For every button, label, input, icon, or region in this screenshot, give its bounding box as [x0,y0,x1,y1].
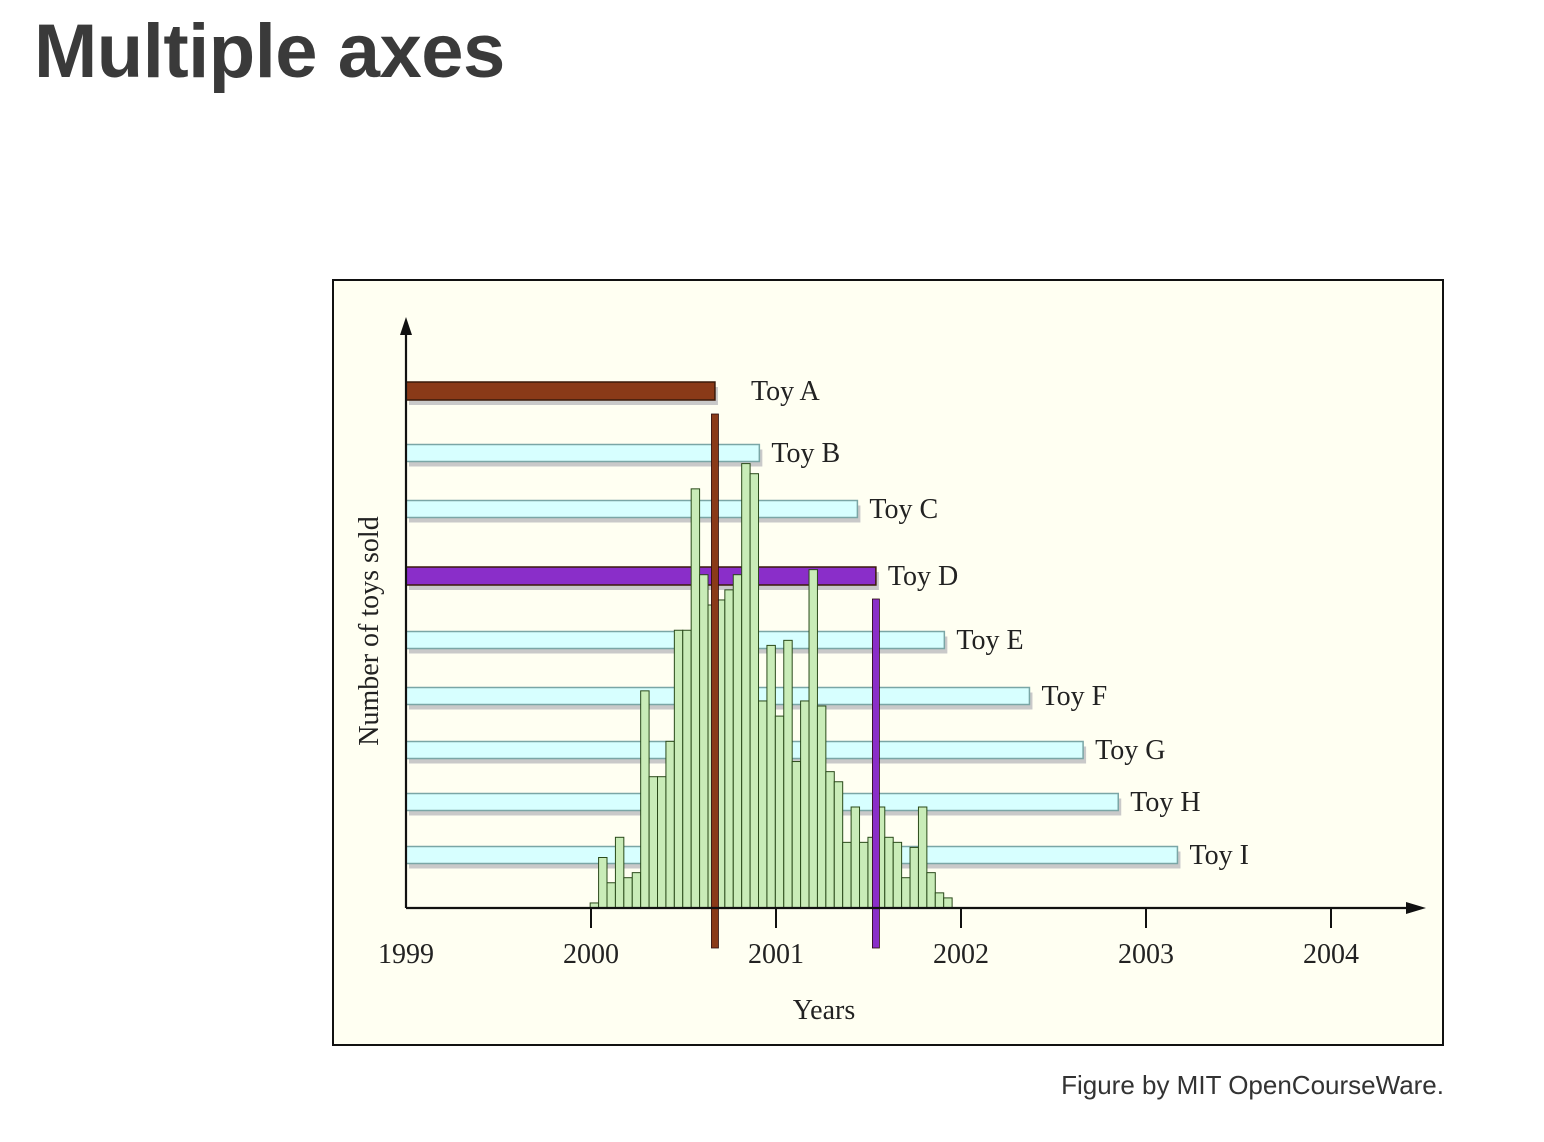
figure-credit: Figure by MIT OpenCourseWare. [1061,1070,1444,1100]
histogram-bar [758,700,768,909]
tick-layer: 1999 2000 2001 2002 2003 2004 [378,908,1359,970]
histogram-bar [926,872,936,909]
histogram-bar [842,841,852,909]
histogram-bar [808,569,818,909]
y-axis-title: Number of toys sold [354,516,385,745]
histogram-bar [943,897,953,909]
histogram-bar [682,629,692,909]
x-tick-label: 1999 [378,939,434,970]
histogram-bar [892,841,903,909]
histogram-bar [816,705,827,909]
histogram-bar [623,877,633,909]
timeline-label: Toy D [888,561,958,592]
timeline-label: Toy A [751,376,821,407]
histogram-bar [766,644,776,909]
timeline-bar [405,443,761,463]
histogram-bar [774,715,785,909]
vertical-marker [872,598,880,949]
histogram-bar [732,574,743,909]
histogram-bar [741,463,751,909]
histogram-bar [833,781,844,909]
histogram-bar [699,574,709,909]
histogram-layer [589,463,953,909]
axis-layer: 1999 2000 2001 2002 2003 2004 Years Number of… [354,317,1426,1026]
timeline-bar [405,381,716,401]
timeline-label: Toy F [1041,681,1107,712]
timeline-bar [405,566,877,586]
histogram-bar [665,740,675,909]
x-tick-label: 2001 [748,939,804,970]
histogram-bar [884,836,894,909]
histogram-bar [825,771,835,909]
histogram-bar [859,841,869,909]
histogram-bar [791,761,802,909]
timeline-label: Toy B [771,438,840,469]
histogram-bar [850,806,861,909]
histogram-bar [690,488,701,909]
x-tick-label: 2000 [563,939,619,970]
x-tick-label: 2004 [1303,939,1359,970]
multiple-axes-chart: Toy A Toy B Toy C Toy D Toy E Toy F Toy G Toy H… [354,317,1426,1026]
histogram-bar [749,473,760,909]
histogram-bar [606,882,616,909]
page-title: Multiple axes [34,9,505,94]
timeline-bar [405,499,859,519]
histogram-bar [640,690,650,909]
histogram-bar [917,806,928,909]
vertical-marker [711,413,719,949]
timeline-label: Toy C [869,494,938,525]
histogram-bar [657,776,667,909]
histogram-bar [648,776,659,909]
histogram-bar [901,877,911,909]
histogram-bar [783,639,793,909]
timeline-label: Toy E [956,625,1023,656]
histogram-bar [724,589,734,909]
x-axis-title: Years [793,995,856,1026]
y-axis-arrow-icon [400,317,412,335]
timeline-label: Toy G [1095,735,1165,766]
histogram-bar [673,629,684,909]
marker-layer [711,413,880,949]
histogram-bar [909,846,919,909]
histogram-bar [800,700,810,909]
x-tick-label: 2002 [933,939,989,970]
timeline-label: Toy H [1130,787,1200,818]
x-tick-label: 2003 [1118,939,1174,970]
histogram-bar [614,836,625,909]
x-axis-arrow-icon [1406,902,1426,914]
histogram-bar [631,872,642,909]
timeline-label: Toy I [1189,840,1248,871]
histogram-bar [934,892,945,909]
chart-frame: Toy A Toy B Toy C Toy D Toy E Toy F Toy G Toy H… [332,279,1444,1046]
histogram-bar [598,857,608,909]
